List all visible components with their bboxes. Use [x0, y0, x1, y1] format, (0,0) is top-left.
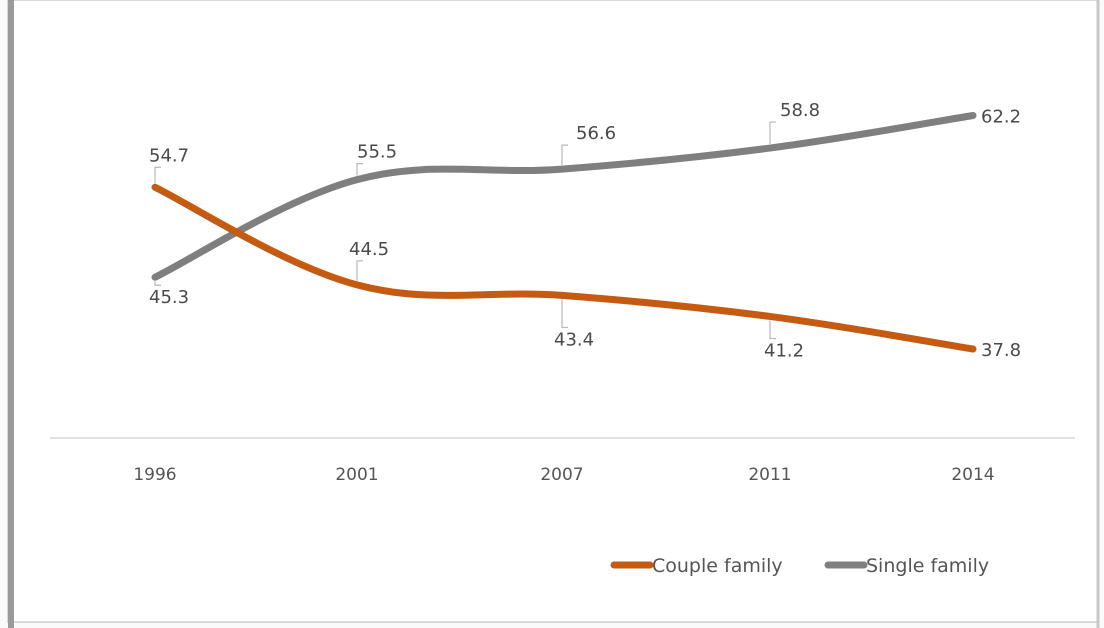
- data-label: 41.2: [764, 340, 804, 361]
- data-label: 56.6: [576, 123, 616, 144]
- data-label-leader: [769, 320, 776, 340]
- legend: Couple family Single family: [610, 555, 989, 577]
- legend-label: Single family: [866, 555, 989, 577]
- data-label: 54.7: [149, 145, 189, 166]
- x-tick-label: 2011: [748, 465, 791, 485]
- data-label: 55.5: [357, 142, 397, 163]
- data-label: 58.8: [780, 100, 820, 121]
- data-label-leader: [356, 163, 363, 176]
- x-tick-label: 1996: [133, 465, 176, 485]
- series-line-single-family: [151, 112, 977, 281]
- x-tick-label: 2007: [540, 465, 583, 485]
- data-label: 37.8: [981, 340, 1021, 361]
- x-tick-label: 2014: [951, 465, 994, 485]
- data-label-leader: [154, 166, 161, 184]
- data-label: 45.3: [149, 287, 189, 308]
- data-label-leader: [561, 144, 568, 166]
- data-label: 62.2: [981, 107, 1021, 128]
- data-label-leader: [154, 281, 161, 286]
- data-label: 44.5: [349, 239, 389, 260]
- data-label-leader: [561, 299, 568, 329]
- series-line-couple-family: [151, 183, 977, 353]
- data-label-leader: [356, 260, 363, 281]
- x-tick-label: 2001: [335, 465, 378, 485]
- data-label-leader: [769, 121, 776, 145]
- data-label: 43.4: [554, 329, 594, 350]
- legend-label: Couple family: [652, 555, 783, 577]
